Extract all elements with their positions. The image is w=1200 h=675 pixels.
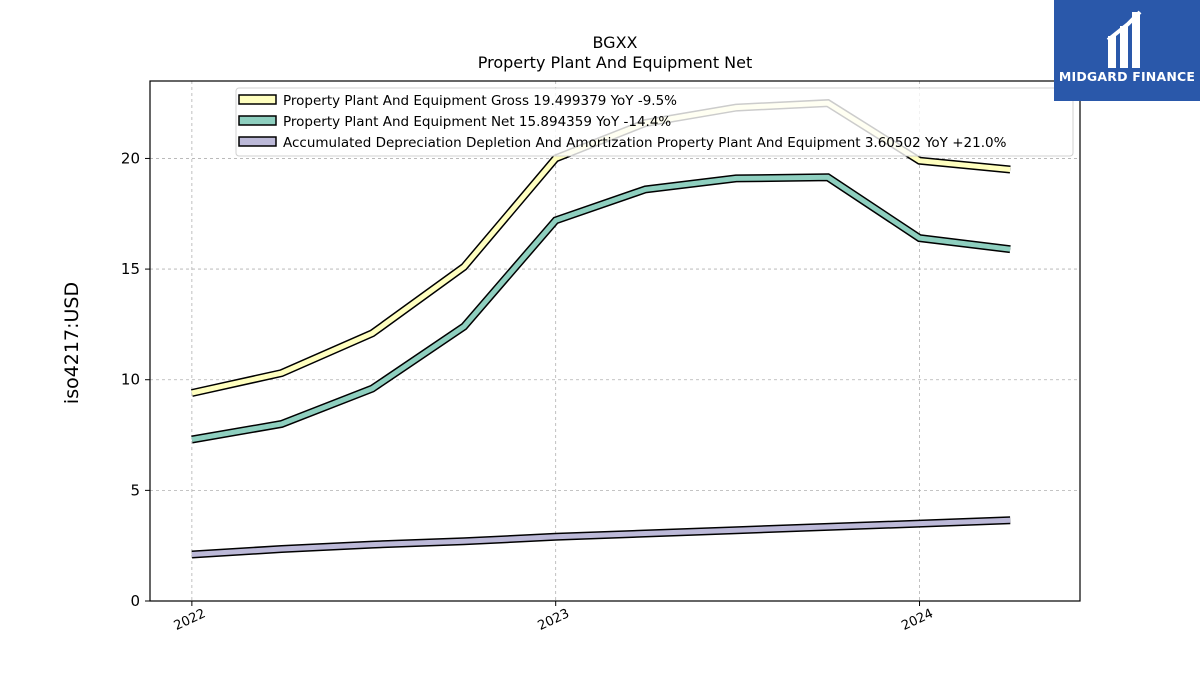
- y-tick-label: 5: [130, 481, 140, 499]
- y-tick-label: 10: [121, 371, 140, 389]
- series-line: [191, 517, 1011, 557]
- series-layer: [191, 99, 1011, 559]
- series-3: [191, 516, 1011, 559]
- legend[interactable]: Property Plant And Equipment Gross 19.49…: [235, 87, 1074, 157]
- series-2: [191, 173, 1011, 444]
- y-axis: 0 5 10 15 20: [121, 149, 150, 610]
- legend-item[interactable]: Property Plant And Equipment Gross 19.49…: [238, 93, 677, 109]
- midgard-logo-icon: [1106, 10, 1142, 68]
- chart-subtitle: Property Plant And Equipment Net: [478, 53, 753, 72]
- x-tick-label: 2022: [172, 606, 208, 634]
- series-line: [191, 174, 1011, 442]
- legend-swatch: [238, 136, 277, 147]
- y-tick-label: 15: [121, 260, 140, 278]
- x-tick-label: 2024: [899, 606, 935, 634]
- brand-logo: MIDGARD FINANCE: [1054, 0, 1200, 101]
- logo-text: MIDGARD FINANCE: [1058, 69, 1196, 84]
- x-axis: 2022 2023 2024: [172, 601, 936, 634]
- legend-box: [235, 87, 1074, 157]
- x-tick-label: 2023: [536, 606, 572, 634]
- legend-label: Property Plant And Equipment Gross 19.49…: [283, 93, 677, 109]
- legend-label: Property Plant And Equipment Net 15.8943…: [283, 114, 671, 130]
- legend-item[interactable]: Property Plant And Equipment Net 15.8943…: [238, 114, 671, 130]
- legend-item[interactable]: Accumulated Depreciation Depletion And A…: [238, 135, 1007, 151]
- chart-title: BGXX: [592, 33, 637, 52]
- legend-swatch: [238, 94, 277, 105]
- legend-label: Accumulated Depreciation Depletion And A…: [283, 135, 1007, 151]
- y-axis-label: iso4217:USD: [61, 282, 83, 404]
- legend-swatch: [238, 115, 277, 126]
- plot-frame: [149, 80, 1081, 602]
- y-tick-label: 20: [121, 149, 140, 167]
- y-tick-label: 0: [130, 592, 140, 610]
